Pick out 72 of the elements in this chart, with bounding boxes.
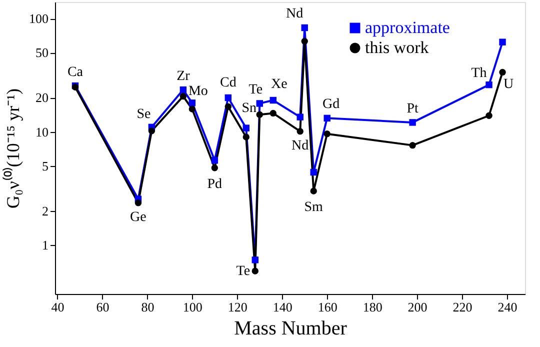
point [242, 134, 250, 140]
y-tick-label: 20 [36, 90, 48, 106]
point [324, 114, 330, 122]
y-tick-label: 1 [42, 238, 48, 253]
annotation: Te [236, 264, 250, 280]
x-tick-label: 200 [408, 300, 428, 314]
x-tick-label: 100 [182, 300, 202, 314]
annotation: Sm [304, 200, 324, 216]
y-axis-title: G₀ν⁽⁰⁾(10⁻¹⁵ yr⁻¹) [2, 88, 23, 208]
point [296, 128, 304, 135]
annotation: Cd [220, 76, 236, 91]
x-tick-label: 180 [362, 300, 382, 314]
point [252, 256, 258, 264]
annotation: Nd [292, 138, 309, 154]
annotation: Pt [406, 101, 418, 116]
point [310, 168, 317, 176]
annotation: Gd [322, 97, 340, 112]
point [148, 128, 156, 134]
annotation: Zr [176, 68, 190, 84]
point [256, 100, 263, 107]
annotation: Th [471, 66, 487, 81]
x-tick-label: 120 [228, 300, 248, 314]
point [180, 92, 187, 100]
point [270, 96, 276, 104]
annotation: Te [248, 82, 263, 98]
point [409, 142, 416, 149]
point [242, 124, 250, 132]
point [486, 81, 492, 88]
annotation: Mo [188, 84, 208, 99]
point [301, 38, 308, 45]
point [256, 111, 263, 118]
point [224, 94, 232, 102]
annotation: Xe [270, 77, 288, 92]
x-tick-label: 80 [141, 300, 154, 314]
point [409, 119, 416, 126]
point [224, 103, 232, 110]
y-tick-label: 5 [42, 158, 48, 174]
point [296, 114, 304, 120]
annotation: Sn [242, 101, 257, 116]
point [134, 200, 142, 206]
point [301, 24, 308, 32]
x-tick-label: 160 [318, 300, 338, 314]
x-axis-title: Mass Number [234, 318, 348, 340]
point [499, 38, 506, 46]
y-tick-label: 100 [29, 11, 48, 26]
annotation: Pd [207, 176, 222, 192]
point [188, 100, 196, 106]
point [211, 156, 218, 164]
annotation: Ca [67, 64, 84, 80]
point [270, 110, 276, 117]
point [180, 86, 187, 94]
point [188, 106, 196, 112]
point [486, 112, 492, 119]
point [252, 268, 258, 274]
y-tick-label: 50 [36, 45, 48, 60]
point [324, 130, 330, 138]
point [310, 188, 317, 194]
y-tick-label: 10 [36, 124, 48, 140]
annotation: Se [136, 107, 151, 122]
y-tick-label: 2 [42, 203, 48, 218]
x-tick-label: 220 [452, 300, 472, 314]
legend-label: approximate [365, 18, 450, 37]
x-tick-label: 140 [272, 300, 292, 314]
point [211, 164, 218, 172]
annotation: Ge [130, 210, 146, 225]
annotation: U [503, 77, 514, 92]
x-tick-label: 40 [51, 300, 64, 314]
point [499, 68, 506, 76]
annotation: Nd [286, 6, 304, 22]
legend-label: this work [365, 38, 430, 57]
x-tick-label: 240 [498, 300, 518, 314]
x-tick-label: 60 [96, 300, 110, 314]
